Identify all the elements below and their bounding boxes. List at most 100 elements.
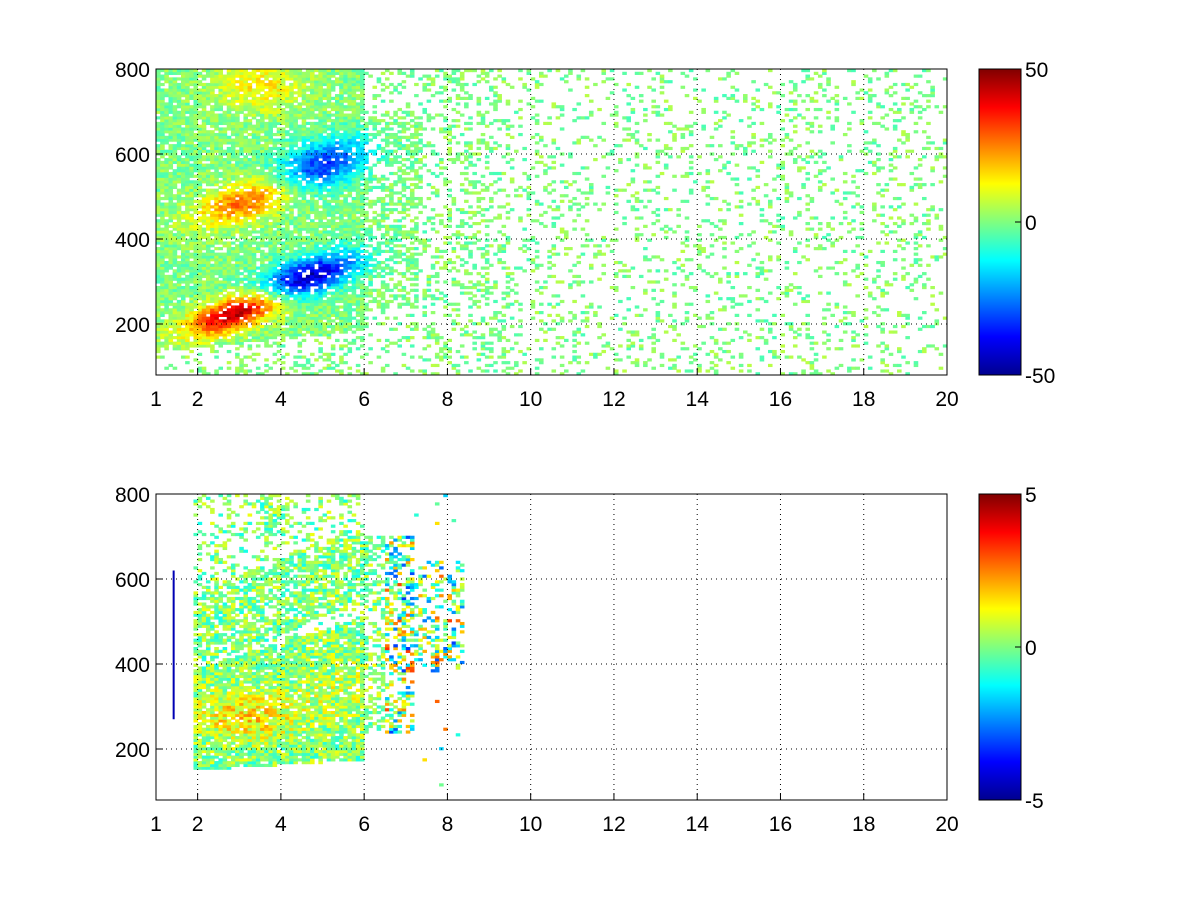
heatmap-cell xyxy=(276,288,282,292)
heatmap-cell xyxy=(176,213,182,217)
heatmap-cell xyxy=(351,77,357,81)
heatmap-cell xyxy=(322,224,328,228)
heatmap-cell xyxy=(235,171,240,176)
heatmap-cell xyxy=(343,299,348,304)
heatmap-cell xyxy=(326,299,332,304)
heatmap-cell xyxy=(160,155,165,159)
heatmap-cell xyxy=(272,210,278,215)
heatmap-cell xyxy=(276,285,282,290)
heatmap-cell xyxy=(156,177,161,181)
heatmap-cell xyxy=(301,191,307,195)
heatmap-cell xyxy=(239,199,244,203)
heatmap-cell xyxy=(347,294,353,298)
heatmap-cell xyxy=(310,94,315,98)
heatmap-cell xyxy=(218,194,224,198)
heatmap-cell xyxy=(226,141,232,145)
heatmap-cell xyxy=(268,216,273,220)
heatmap-cell xyxy=(297,241,303,245)
heatmap-cell xyxy=(364,155,369,159)
heatmap-cell xyxy=(193,241,199,245)
heatmap-cell xyxy=(189,297,194,301)
heatmap-cell xyxy=(322,241,328,245)
heatmap-cell xyxy=(156,327,161,331)
heatmap-cell xyxy=(239,263,244,267)
heatmap-cell xyxy=(243,135,248,139)
heatmap-cell xyxy=(255,155,261,159)
heatmap-cell xyxy=(293,155,298,159)
heatmap-cell xyxy=(214,235,219,240)
heatmap-cell xyxy=(285,205,290,209)
heatmap-cell xyxy=(230,105,236,109)
heatmap-cell xyxy=(335,199,340,203)
heatmap-cell xyxy=(172,80,178,84)
heatmap-cell xyxy=(335,283,340,287)
heatmap-cell xyxy=(405,336,411,340)
heatmap-cell xyxy=(197,185,203,190)
heatmap-cell xyxy=(226,138,232,142)
heatmap-cell xyxy=(218,91,224,95)
heatmap-cell xyxy=(235,199,240,203)
heatmap-cell xyxy=(255,196,261,201)
heatmap-cell xyxy=(280,230,286,234)
heatmap-cell xyxy=(301,152,307,156)
heatmap-cell xyxy=(314,163,319,167)
heatmap-cell xyxy=(339,71,344,75)
heatmap-cell xyxy=(243,77,248,81)
heatmap-cell xyxy=(310,299,315,304)
heatmap-cell xyxy=(343,149,348,153)
heatmap-cell xyxy=(201,171,207,176)
heatmap-cell xyxy=(222,102,228,106)
heatmap-cell xyxy=(289,110,294,114)
heatmap-cell xyxy=(189,166,194,170)
heatmap-cell xyxy=(222,208,228,212)
heatmap-cell xyxy=(264,222,269,226)
heatmap-cell xyxy=(289,82,294,87)
heatmap-cell xyxy=(160,227,165,231)
heatmap-cell xyxy=(218,105,224,109)
heatmap-cell xyxy=(230,191,236,195)
heatmap-cell xyxy=(214,155,219,159)
heatmap-cell xyxy=(335,152,340,156)
heatmap-cell xyxy=(355,158,361,162)
heatmap-cell xyxy=(322,216,328,220)
heatmap-cell xyxy=(185,166,190,170)
heatmap-cell xyxy=(210,347,215,351)
heatmap-cell xyxy=(180,327,186,331)
heatmap-cell xyxy=(285,269,290,273)
heatmap-cell xyxy=(197,135,203,139)
heatmap-cell xyxy=(176,216,182,220)
heatmap-cell xyxy=(339,213,344,217)
heatmap-cell xyxy=(260,107,265,112)
heatmap-cell xyxy=(293,316,298,320)
heatmap-cell xyxy=(330,252,336,256)
heatmap-cell xyxy=(280,280,286,284)
heatmap-cell xyxy=(176,94,182,98)
heatmap-cell xyxy=(185,244,190,248)
heatmap-cell xyxy=(293,308,298,312)
heatmap-cell xyxy=(326,258,332,262)
heatmap-cell xyxy=(272,119,278,123)
heatmap-cell xyxy=(168,177,174,181)
heatmap-cell xyxy=(289,191,294,195)
heatmap-cell xyxy=(343,152,348,156)
heatmap-cell xyxy=(185,69,190,73)
heatmap-cell xyxy=(280,88,286,92)
heatmap-cell xyxy=(226,313,232,317)
heatmap-cell xyxy=(230,188,236,192)
heatmap-cell xyxy=(305,121,311,126)
heatmap-cell xyxy=(168,330,174,334)
heatmap-cell xyxy=(243,177,248,181)
heatmap-cell xyxy=(339,216,344,220)
heatmap-cell xyxy=(322,82,328,87)
heatmap-cell xyxy=(243,230,248,234)
heatmap-cell xyxy=(222,194,228,198)
heatmap-cell xyxy=(193,110,199,114)
heatmap-cell xyxy=(251,222,257,226)
heatmap-cell xyxy=(384,283,390,287)
heatmap-cell xyxy=(210,80,215,84)
heatmap-cell xyxy=(230,294,236,298)
heatmap-cell xyxy=(164,274,169,279)
heatmap-cell xyxy=(222,277,228,281)
heatmap-cell xyxy=(189,188,194,192)
heatmap-cell xyxy=(235,105,240,109)
